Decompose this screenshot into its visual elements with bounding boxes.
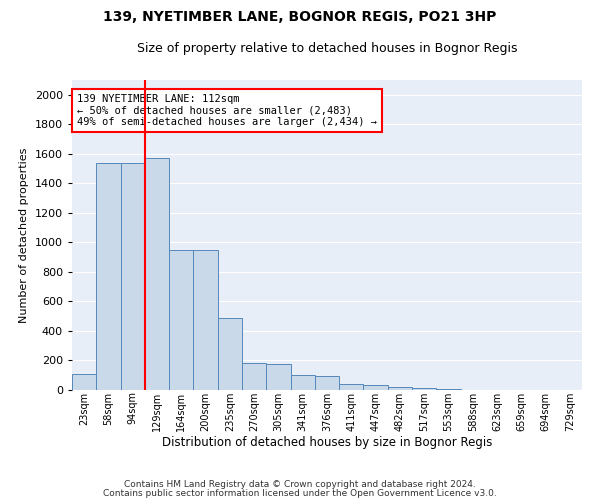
Bar [339,384,364,390]
Title: Size of property relative to detached houses in Bognor Regis: Size of property relative to detached ho… [137,42,517,55]
Text: 139, NYETIMBER LANE, BOGNOR REGIS, PO21 3HP: 139, NYETIMBER LANE, BOGNOR REGIS, PO21 … [103,10,497,24]
Bar [169,250,193,390]
Bar [96,164,121,390]
Bar [364,386,388,390]
Text: 139 NYETIMBER LANE: 112sqm
← 50% of detached houses are smaller (2,483)
49% of s: 139 NYETIMBER LANE: 112sqm ← 50% of deta… [77,94,377,127]
Text: Contains public sector information licensed under the Open Government Licence v3: Contains public sector information licen… [103,488,497,498]
Bar [193,250,218,390]
Y-axis label: Number of detached properties: Number of detached properties [19,148,29,322]
Bar [412,388,436,390]
X-axis label: Distribution of detached houses by size in Bognor Regis: Distribution of detached houses by size … [162,436,492,450]
Bar [315,376,339,390]
Bar [145,158,169,390]
Bar [242,364,266,390]
Bar [218,318,242,390]
Bar [388,387,412,390]
Bar [121,162,145,390]
Bar [72,374,96,390]
Text: Contains HM Land Registry data © Crown copyright and database right 2024.: Contains HM Land Registry data © Crown c… [124,480,476,489]
Bar [266,364,290,390]
Bar [290,375,315,390]
